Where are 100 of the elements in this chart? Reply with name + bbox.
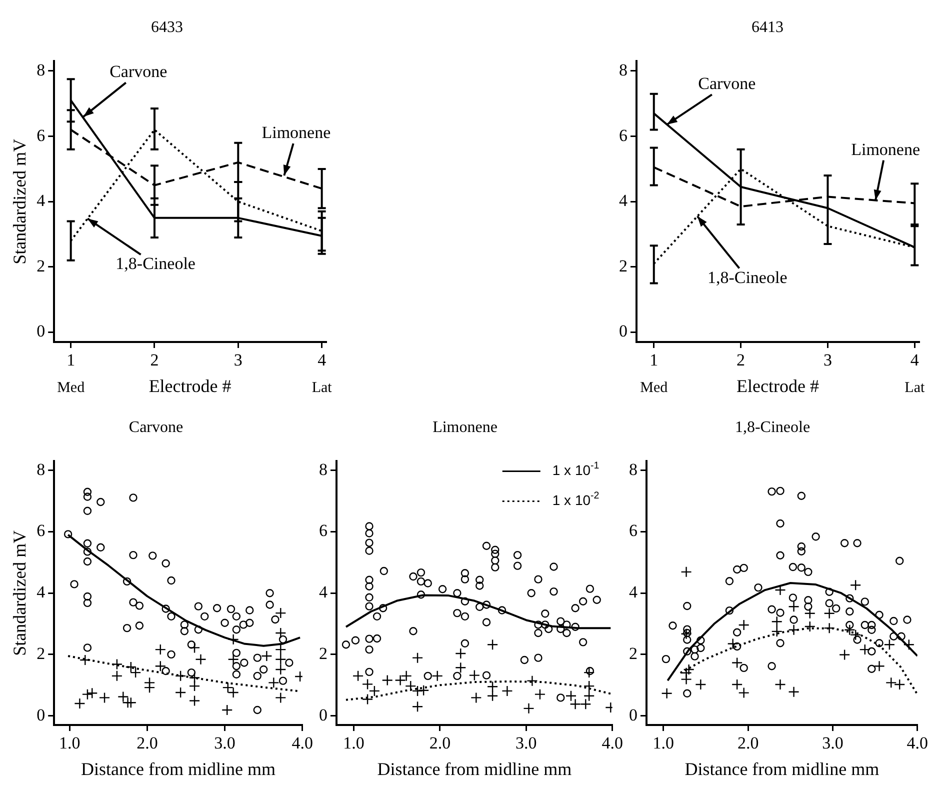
point [253, 706, 262, 714]
point [275, 607, 286, 619]
point [771, 616, 782, 628]
x-tick-label: 2.0 [429, 734, 451, 753]
point [222, 704, 233, 716]
point [162, 604, 170, 613]
point [362, 694, 374, 705]
x-tick-label: 3.0 [214, 734, 236, 753]
point [226, 604, 236, 614]
point [804, 620, 816, 632]
point [788, 686, 800, 698]
point [246, 606, 254, 614]
point [167, 612, 176, 621]
point [661, 688, 672, 700]
y-tick-label: 0 [36, 322, 46, 341]
annotation: Limonene [262, 122, 331, 142]
y-tick-label: 2 [319, 644, 328, 663]
point [188, 695, 200, 706]
point [680, 674, 692, 685]
point [70, 580, 78, 588]
point [774, 678, 786, 690]
point [275, 692, 286, 704]
point [174, 686, 186, 698]
point [275, 627, 286, 639]
point [83, 644, 92, 652]
point [259, 665, 268, 674]
point [570, 698, 581, 710]
point [400, 670, 412, 682]
point [680, 566, 692, 578]
chart-title: Limonene [432, 418, 498, 436]
point [486, 639, 498, 650]
point [83, 592, 92, 601]
y-tick-label: 6 [36, 126, 46, 145]
point [239, 620, 248, 629]
annotation: Limonene [851, 140, 920, 159]
point [180, 627, 189, 636]
point [502, 685, 513, 697]
point [859, 644, 870, 656]
point [266, 600, 274, 609]
y-tick-label: 6 [619, 126, 628, 145]
point [148, 552, 157, 560]
x-tick-label: 4.0 [292, 734, 313, 753]
x-tick-label: 1.0 [58, 734, 80, 753]
point [727, 638, 738, 650]
point [253, 654, 262, 662]
point [83, 548, 92, 556]
point [468, 670, 480, 681]
y-tick-label: 8 [36, 460, 46, 479]
point [194, 602, 203, 610]
x-tick-label: 3 [823, 350, 832, 370]
point [228, 654, 239, 665]
point [232, 662, 241, 670]
point [278, 635, 288, 644]
point [154, 660, 166, 672]
annotation: 1,8-Cineole [707, 268, 788, 287]
point [188, 642, 200, 654]
point [680, 628, 692, 640]
point [253, 672, 262, 680]
point [232, 670, 241, 678]
point [122, 624, 132, 632]
point [432, 670, 443, 682]
x-axis-title: Distance from midline mm [81, 758, 276, 779]
text: Lat [312, 380, 333, 396]
y-tick-label: 4 [619, 191, 628, 210]
point [195, 654, 206, 665]
y-tick-label: 4 [629, 582, 638, 602]
point [200, 612, 209, 621]
point [738, 687, 750, 698]
x-tick-label: 4.0 [906, 734, 928, 753]
point [80, 654, 91, 666]
point [824, 608, 835, 619]
point [246, 618, 254, 627]
point [135, 602, 144, 610]
chart-title: 6433 [151, 18, 183, 36]
chart-title: Carvone [128, 418, 184, 436]
point [167, 650, 176, 659]
point [534, 688, 546, 700]
y-tick-label: 0 [36, 705, 46, 724]
point [174, 670, 186, 682]
y-tick-label: 6 [629, 521, 638, 540]
point [412, 652, 424, 664]
point [271, 615, 280, 624]
point [584, 690, 595, 702]
annotation: Carvone [110, 62, 168, 82]
point [83, 492, 92, 501]
x-tick-label: 2.0 [737, 734, 759, 753]
point [526, 675, 538, 686]
x-axis-title: Distance from midline mm [684, 758, 880, 779]
y-tick-label: 0 [319, 705, 328, 724]
point [144, 682, 156, 694]
point [874, 660, 885, 672]
point [455, 662, 466, 674]
annotation: Carvone [698, 74, 756, 94]
x-tick-label: 4.0 [602, 734, 623, 753]
y-tick-label: 8 [36, 60, 46, 80]
point [788, 624, 800, 636]
point [96, 543, 105, 552]
point [886, 677, 897, 688]
point [180, 620, 189, 629]
y-tick-label: 4 [36, 191, 46, 210]
